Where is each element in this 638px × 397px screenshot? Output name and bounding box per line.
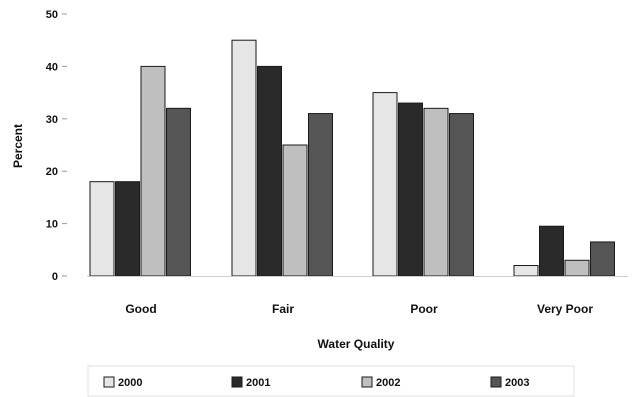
- y-tick-label: 30: [46, 114, 58, 126]
- legend-label-2001: 2001: [246, 377, 270, 389]
- bar-fair-2000: [231, 39, 257, 277]
- y-tick-label: 40: [46, 61, 58, 73]
- bar-good-2002: [140, 65, 166, 277]
- legend-label-2003: 2003: [505, 377, 529, 389]
- x-category-label: Very Poor: [537, 302, 593, 316]
- legend-swatch-2002: [361, 376, 373, 388]
- bar-poor-2001: [398, 102, 423, 277]
- bar-very-poor-2002: [564, 259, 590, 277]
- y-tick-label: 0: [52, 271, 58, 283]
- legend-label-2002: 2002: [376, 377, 400, 389]
- bar-good-2001: [115, 181, 140, 277]
- bar-poor-2000: [372, 92, 398, 277]
- x-axis-title: Water Quality: [318, 337, 395, 351]
- legend-swatch-2001: [231, 376, 243, 388]
- bar-fair-2001: [257, 65, 282, 277]
- bars: [89, 39, 615, 277]
- y-tick-label: 10: [46, 219, 58, 231]
- bar-poor-2002: [423, 107, 449, 277]
- legend-swatch-2003: [490, 376, 502, 388]
- legend: 2000 2001 2002 2003: [87, 365, 575, 397]
- legend-label-2000: 2000: [118, 377, 142, 389]
- legend-swatch-2000: [103, 376, 115, 388]
- bar-very-poor-2003: [590, 241, 615, 277]
- bar-good-2000: [89, 181, 115, 277]
- bar-good-2003: [166, 107, 191, 277]
- bar-poor-2003: [449, 113, 474, 277]
- bar-fair-2002: [282, 144, 308, 277]
- y-axis: 0 10 20 30 40 50: [46, 9, 67, 283]
- bar-very-poor-2001: [539, 225, 564, 277]
- x-category-label: Poor: [410, 302, 438, 316]
- x-category-label: Good: [125, 302, 156, 316]
- x-axis: Good Fair Poor Very Poor: [87, 276, 628, 316]
- x-category-label: Fair: [272, 302, 294, 316]
- y-axis-title: Percent: [11, 124, 25, 168]
- bar-very-poor-2000: [513, 265, 539, 277]
- y-tick-label: 20: [46, 166, 58, 178]
- legend-frame: [87, 365, 575, 397]
- y-tick-label: 50: [46, 9, 58, 21]
- bar-fair-2003: [308, 113, 333, 277]
